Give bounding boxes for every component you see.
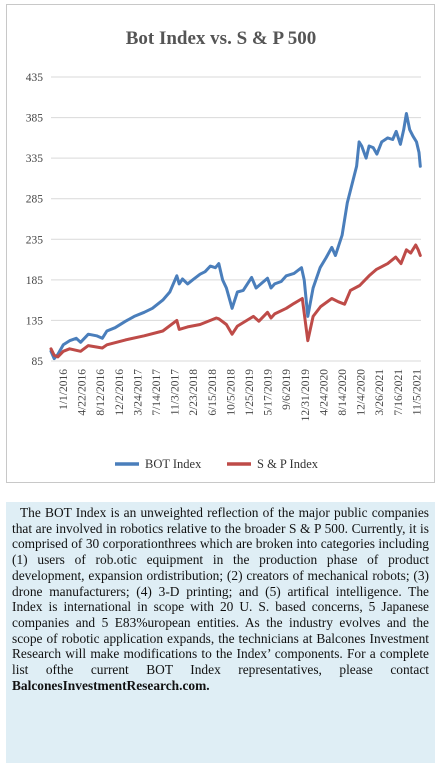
website-link[interactable]: BalconesInvestmentResearch.com. [12,677,210,693]
x-tick-label: 12/4/2020 [356,369,368,416]
x-axis-ticks: 1/1/2016 4/22/2016 8/12/2016 12/2/2016 3/24/… [58,369,423,422]
series-lines [49,112,422,361]
y-tick-label: 135 [26,315,44,327]
x-tick-label: 11/5/2021 [411,369,423,415]
chart-title: Bot Index vs. S & P 500 [126,28,317,49]
x-tick-label: 1/1/2016 [58,369,70,410]
x-tick-label: 10/5/2018 [225,369,237,416]
x-tick-label: 1/25/2019 [244,369,256,416]
x-tick-label: 6/15/2018 [207,369,219,416]
series-line-bot-index [49,112,422,361]
legend: BOT Index S & P Index [115,457,319,471]
x-tick-label: 8/14/2020 [337,369,349,416]
x-tick-label: 9/6/2019 [281,369,293,410]
x-tick-label: 12/31/2019 [300,369,312,422]
y-tick-label: 285 [26,194,44,206]
legend-label: BOT Index [145,457,202,471]
legend-label: S & P Index [257,457,319,471]
y-tick-label: 385 [26,113,44,125]
x-tick-label: 3/26/2021 [374,369,386,416]
series-line-sp-index [49,243,422,359]
x-tick-label: 11/3/2017 [170,369,182,415]
x-tick-label: 12/2/2016 [114,369,126,416]
x-tick-label: 3/24/2017 [132,369,144,416]
x-tick-label: 2/23/2018 [188,369,200,416]
y-tick-label: 185 [26,275,44,287]
y-tick-label: 435 [26,72,44,84]
description-box: The BOT Index is an unweighted reflectio… [6,502,435,763]
y-tick-label: 235 [26,234,44,246]
description-text: The BOT Index is an unweighted reflectio… [12,505,429,678]
y-tick-label: 85 [32,356,44,368]
grid-lines [51,76,421,362]
chart-frame: Bot Index vs. S & P 500 85 135 185 235 285 33… [6,4,435,483]
x-tick-label: 7/14/2017 [151,369,163,416]
y-axis-ticks: 85 135 185 235 285 335 385 435 [26,72,44,368]
y-tick-label: 335 [26,153,44,165]
line-chart: Bot Index vs. S & P 500 85 135 185 235 285 33… [26,28,424,471]
description-paragraph: The BOT Index is an unweighted reflectio… [12,505,429,693]
x-tick-label: 4/24/2020 [318,369,330,416]
x-tick-label: 4/22/2016 [77,369,89,416]
x-tick-label: 7/16/2021 [393,369,405,416]
x-tick-label: 5/17/2019 [263,369,275,416]
x-tick-label: 8/12/2016 [95,369,107,416]
